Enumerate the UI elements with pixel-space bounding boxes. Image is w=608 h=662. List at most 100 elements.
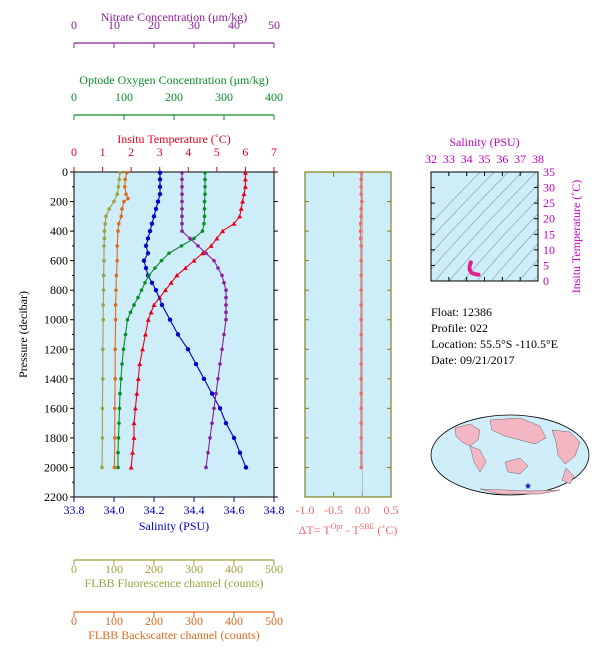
oxygen-marker (203, 177, 207, 182)
ts-x-tick-label: 32 (425, 152, 437, 166)
density-contour (448, 184, 538, 281)
salinity-marker (143, 243, 149, 249)
oxygen-marker (121, 347, 126, 352)
nitrate-marker (220, 273, 224, 278)
ts-background (431, 172, 538, 281)
ts-x-tick-label: 37 (514, 152, 526, 166)
delta-marker (359, 199, 364, 204)
temperature-marker (208, 243, 214, 248)
fluorescence-marker (102, 236, 107, 241)
salinity-marker (147, 228, 153, 234)
ts-x-tick-label: 34 (461, 152, 473, 166)
nitrate-marker (180, 170, 184, 175)
salinity-axis-title: Salinity (PSU) (139, 519, 209, 533)
temperature-marker (238, 206, 244, 211)
ts-y-axis-title: Insitu Temperature (˚C) (569, 180, 583, 294)
oxygen-marker (159, 258, 164, 263)
oxygen-marker (132, 303, 136, 307)
oxygen-marker (116, 436, 121, 440)
salinity-marker (223, 420, 229, 426)
delta-marker (359, 347, 363, 352)
fluorescence-marker (101, 303, 105, 307)
delta-plot-frame (304, 171, 392, 498)
nitrate-marker (216, 377, 220, 381)
oxygen-tick-label: 200 (165, 90, 183, 104)
salinity-marker (145, 251, 151, 256)
fluorescence-axis-title: FLBB Fluorescence channel (counts) (85, 576, 264, 590)
nitrate-tick-label: 0 (71, 18, 77, 32)
backscatter-tick-label: 0 (71, 614, 77, 628)
temperature-tick-label: 1 (100, 145, 106, 159)
temperature-marker (242, 176, 248, 182)
nitrate-marker (180, 214, 184, 219)
oxygen-marker (136, 295, 140, 300)
salinity-marker (201, 376, 207, 382)
delta-label-part: Opt (331, 522, 344, 531)
delta-x-tick-label: -1.0 (296, 503, 315, 517)
temperature-tick-label: 5 (214, 145, 220, 159)
y-tick-label: 600 (50, 254, 68, 268)
density-contour (431, 172, 495, 239)
ts-x-tick-label: 33 (443, 152, 455, 166)
delta-x-tick-label: 0.5 (384, 503, 399, 517)
backscatter-marker (113, 347, 117, 352)
delta-x-axis-label: ΔT= TOpt - TSBE (˚C) (299, 522, 398, 537)
backscatter-tick-label: 400 (225, 614, 243, 628)
salinity-marker (159, 302, 165, 308)
y-tick-label: 200 (50, 195, 68, 209)
density-contour (462, 198, 538, 281)
main-profile-plot: 0200400600800100012001400160018002000220… (16, 10, 285, 642)
fluorescence-marker (102, 244, 106, 248)
fluorescence-marker (116, 184, 121, 189)
y-tick-label: 1800 (44, 431, 68, 445)
y-tick-label: 2200 (44, 490, 68, 504)
oxygen-marker (123, 332, 128, 337)
ts-marker (476, 272, 481, 277)
temperature-marker (157, 295, 163, 300)
salinity-marker (175, 332, 181, 337)
nitrate-marker (224, 288, 228, 292)
nitrate-marker (224, 317, 228, 322)
salinity-marker (237, 450, 243, 455)
oxygen-tick-label: 100 (115, 90, 133, 104)
fluorescence-marker (101, 288, 106, 292)
backscatter-marker (120, 207, 124, 211)
delta-marker (358, 229, 363, 233)
ts-x-axis-title: Salinity (PSU) (449, 135, 519, 149)
ts-y-tick-label: 30 (543, 181, 555, 195)
fluorescence-marker (100, 436, 105, 440)
salinity-marker (149, 280, 155, 285)
fluorescence-tick-label: 200 (145, 562, 163, 576)
density-contour (581, 141, 608, 291)
oxygen-marker (128, 310, 133, 315)
oxygen-axis-title: Optode Oxygen Concentration (μm/kg) (79, 73, 268, 87)
salinity-tick-label: 34.0 (104, 503, 125, 517)
temperature-marker (242, 184, 248, 189)
fluorescence-marker (118, 170, 122, 175)
salinity-marker (243, 465, 249, 470)
temperature-marker (191, 258, 197, 263)
salinity-tick-label: 34.8 (264, 503, 285, 517)
ts-y-tick-label: 15 (543, 227, 555, 241)
delta-marker (359, 391, 363, 396)
nitrate-marker (196, 244, 200, 248)
fluorescence-marker (115, 192, 119, 196)
delta-marker (359, 332, 363, 337)
salinity-marker (143, 265, 149, 271)
backscatter-marker (125, 170, 129, 175)
nitrate-marker (216, 266, 220, 270)
nitrate-marker (222, 280, 226, 285)
fluorescence-marker (101, 273, 106, 278)
temperature-marker (134, 391, 140, 396)
backscatter-axis-title: FLBB Backscatter channel (counts) (88, 628, 260, 642)
delta-marker (359, 317, 363, 322)
oxygen-marker (192, 236, 196, 241)
nitrate-marker (220, 347, 224, 352)
nitrate-axis-title: Nitrate Concentration (μm/kg) (101, 10, 247, 24)
fluorescence-marker (104, 214, 108, 219)
temperature-axis-title: Insitu Temperature (˚C) (117, 132, 231, 146)
nitrate-marker (224, 303, 228, 307)
density-contour (431, 172, 509, 255)
